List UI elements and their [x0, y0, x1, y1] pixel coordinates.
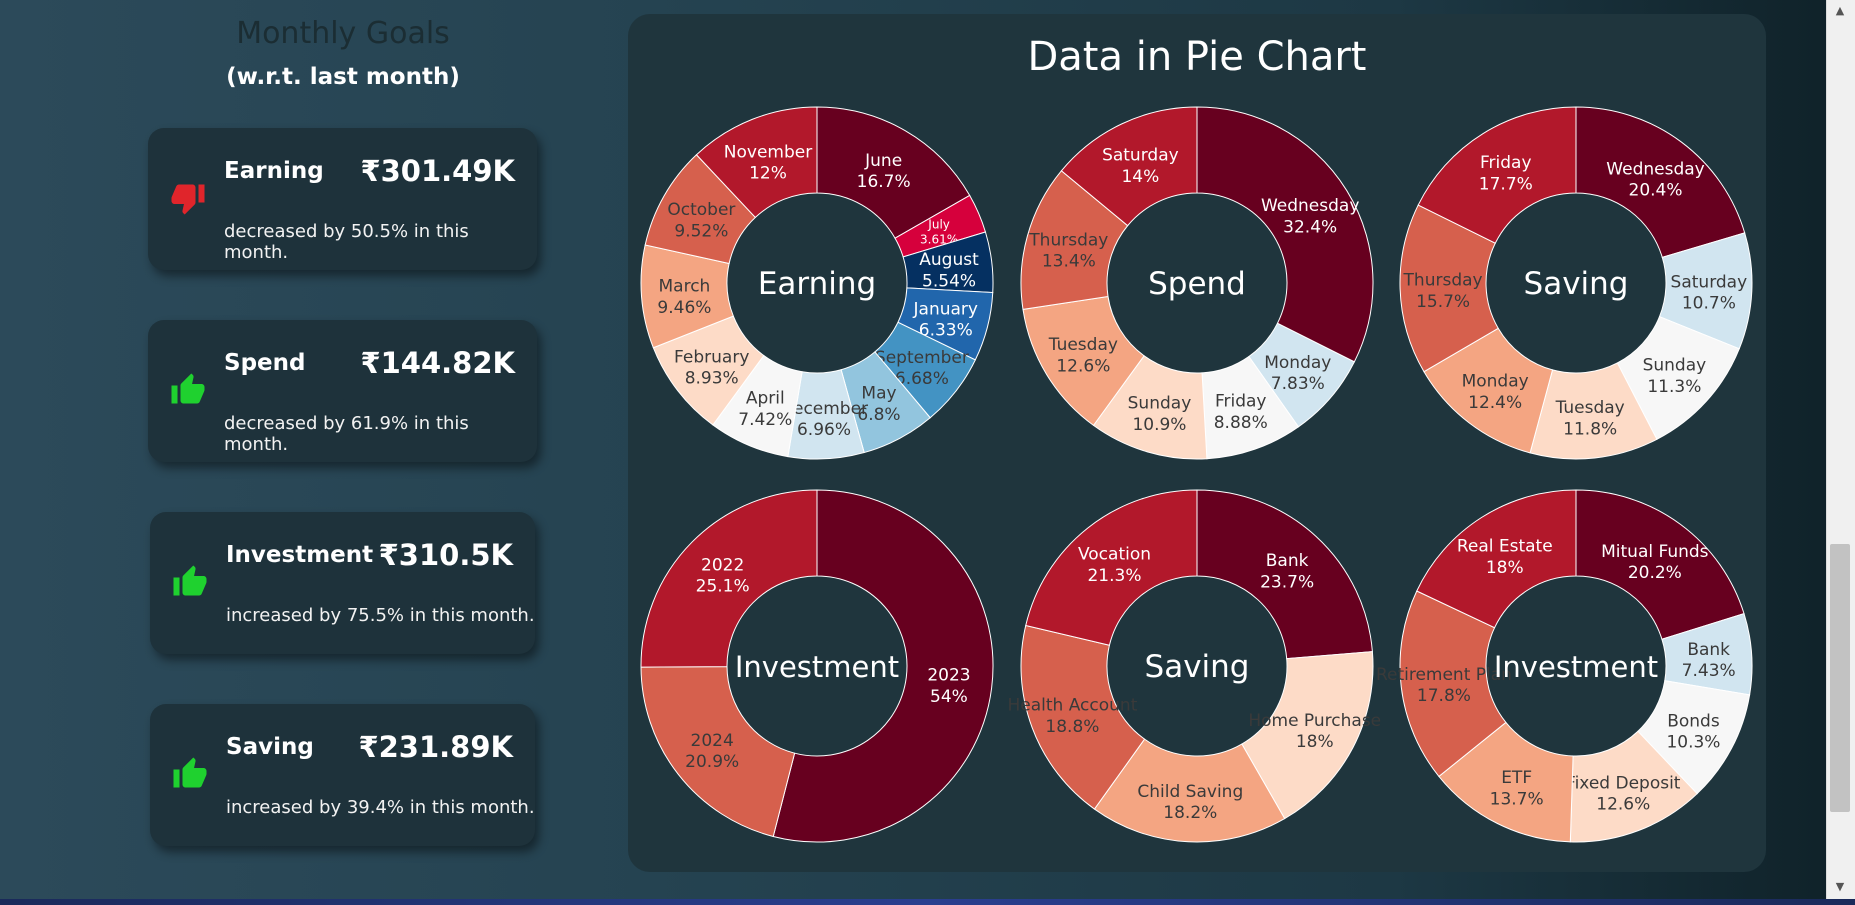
- goal-card-spend: Spend ₹144.82K decreased by 61.9% in thi…: [148, 320, 537, 462]
- pie-slice[interactable]: [1399, 590, 1507, 778]
- donut-chart-4: 2023 54% 2024 20.9% 2022 25.1% Investment: [640, 489, 994, 843]
- goal-card-name: Saving: [226, 734, 314, 760]
- slice-label: Home Purchase 18%: [1248, 711, 1381, 752]
- slice-label: March 9.46%: [657, 277, 711, 318]
- slice-label: June 16.7%: [857, 151, 911, 192]
- slice-label: Saturday 14%: [1102, 146, 1179, 187]
- slice-label: January 6.33%: [913, 299, 978, 340]
- slice-label: August 5.54%: [919, 250, 979, 291]
- pie-slice[interactable]: [640, 489, 818, 668]
- slice-label: Sunday 11.3%: [1643, 356, 1707, 397]
- scroll-down-arrow-icon[interactable]: ▼: [1835, 880, 1845, 893]
- goal-card-saving: Saving ₹231.89K increased by 39.4% in th…: [150, 704, 535, 846]
- pie-slice[interactable]: [1025, 489, 1198, 646]
- monthly-goals-title: Monthly Goals: [236, 16, 450, 51]
- slice-label: Fixed Deposit 12.6%: [1566, 773, 1681, 814]
- slice-label: Real Estate 18%: [1457, 537, 1553, 578]
- donut-center-label: Earning: [758, 266, 876, 302]
- slice-label: Child Saving 18.2%: [1137, 782, 1243, 823]
- thumbs-up-icon: [173, 565, 207, 596]
- slice-label: 2022 25.1%: [696, 555, 750, 596]
- scrollbar-thumb[interactable]: [1830, 544, 1850, 812]
- pie-slice[interactable]: [1575, 489, 1745, 640]
- pie-slice[interactable]: [1416, 489, 1577, 629]
- monthly-goals-panel: Monthly Goals (w.r.t. last month) Earnin…: [0, 0, 610, 905]
- slice-label: Saturday 10.7%: [1671, 272, 1748, 313]
- goal-card-amount: ₹301.49K: [360, 154, 515, 188]
- goal-card-amount: ₹231.89K: [358, 730, 513, 764]
- slice-label: Tuesday 11.8%: [1555, 398, 1625, 439]
- goal-card-description: increased by 39.4% in this month.: [226, 797, 535, 818]
- pie-slice[interactable]: [1020, 624, 1146, 810]
- pie-slice[interactable]: [695, 106, 818, 219]
- slice-label: Vocation 21.3%: [1078, 545, 1151, 586]
- pie-slice[interactable]: [772, 489, 994, 843]
- pie-slice[interactable]: [1417, 106, 1577, 244]
- goal-card-description: decreased by 50.5% in this month.: [224, 221, 469, 263]
- slice-label: November 12%: [724, 142, 812, 183]
- thumbs-down-icon: [171, 184, 205, 215]
- pie-chart-panel: Data in Pie Chart June 16.7% July 3.61% Augu…: [628, 14, 1766, 872]
- donut-chart-5: Bank 23.7% Home Purchase 18%Child Saving 18.…: [1008, 489, 1381, 843]
- taskbar-edge: [0, 899, 1855, 905]
- pie-slice[interactable]: [1196, 489, 1373, 660]
- donut-center-label: Investment: [735, 650, 899, 684]
- pie-slice[interactable]: [1196, 106, 1374, 363]
- slice-label: Thursday 15.7%: [1403, 271, 1483, 312]
- thumbs-up-icon: [173, 757, 207, 788]
- goal-card-amount: ₹310.5K: [378, 538, 513, 572]
- slice-label: Sunday 10.9%: [1128, 394, 1192, 435]
- slice-label: ETF 13.7%: [1490, 768, 1544, 809]
- goal-card-investment: Investment ₹310.5K increased by 75.5% in…: [150, 512, 535, 654]
- slice-label: 2024 20.9%: [685, 731, 739, 772]
- goal-card-earning: Earning ₹301.49K decreased by 50.5% in t…: [148, 128, 537, 270]
- slice-label: Monday 12.4%: [1462, 372, 1529, 413]
- goal-card-description: increased by 75.5% in this month.: [226, 605, 535, 626]
- donut-chart-6: Mitual Funds 20.2% Bank 7.43% Bonds 10.3% Fixe…: [1376, 489, 1753, 843]
- slice-label: February 8.93%: [674, 347, 749, 388]
- slice-label: Tuesday 12.6%: [1048, 335, 1118, 376]
- scroll-up-arrow-icon[interactable]: ▲: [1835, 4, 1845, 17]
- donut-center-label: Saving: [1145, 649, 1250, 685]
- slice-label: Wednesday 32.4%: [1261, 196, 1359, 237]
- donut-chart-1: June 16.7%July 3.61%August 5.54%January 6.33…: [640, 106, 994, 460]
- slice-label: Mitual Funds 20.2%: [1601, 542, 1709, 583]
- slice-label: Wednesday 20.4%: [1606, 159, 1704, 200]
- goal-card-name: Investment: [226, 542, 374, 568]
- slice-label: Health Account 18.8%: [1008, 696, 1138, 737]
- pie-chart-title: Data in Pie Chart: [1027, 34, 1367, 80]
- slice-label: Friday 8.88%: [1214, 392, 1268, 433]
- goal-card-amount: ₹144.82K: [360, 346, 515, 380]
- slice-label: December 6.96%: [780, 399, 868, 440]
- slice-label: Monday 7.83%: [1264, 353, 1331, 394]
- pie-slice[interactable]: [1241, 651, 1374, 820]
- donut-center-label: Investment: [1494, 650, 1658, 684]
- goal-card-name: Earning: [224, 158, 324, 184]
- slice-label: Retirement Plan 17.8%: [1376, 665, 1512, 706]
- slice-label: Thursday 13.4%: [1028, 230, 1108, 271]
- slice-label: Bank 7.43%: [1682, 640, 1736, 681]
- slice-label: Bank 23.7%: [1260, 551, 1314, 592]
- slice-label: May 6.8%: [857, 384, 900, 425]
- pie-slice[interactable]: [640, 666, 796, 838]
- pie-slice[interactable]: [1575, 106, 1746, 258]
- donut-charts: June 16.7%July 3.61%August 5.54%January 6.33…: [640, 106, 1753, 843]
- donut-center-label: Spend: [1148, 266, 1246, 302]
- slice-label: April 7.42%: [738, 389, 792, 430]
- donut-chart-2: Wednesday 32.4% Monday 7.83%Friday 8.88% Sund…: [1020, 106, 1374, 460]
- goal-card-name: Spend: [224, 350, 306, 376]
- slice-label: October 9.52%: [667, 200, 735, 241]
- slice-label: September 6.68%: [875, 348, 969, 389]
- donut-chart-3: Wednesday 20.4% Saturday 10.7% Sunday 11.3% Tu…: [1399, 106, 1753, 460]
- pie-slice[interactable]: [1060, 106, 1198, 227]
- pie-slice[interactable]: [1093, 738, 1286, 843]
- slice-label: Bonds 10.3%: [1666, 711, 1720, 752]
- monthly-goals-subtitle: (w.r.t. last month): [226, 64, 460, 90]
- goal-card-description: decreased by 61.9% in this month.: [224, 413, 469, 455]
- donut-center-label: Saving: [1524, 266, 1629, 302]
- slice-label: Friday 17.7%: [1479, 153, 1533, 194]
- thumbs-up-icon: [171, 373, 205, 404]
- slice-label: 2023 54%: [927, 666, 970, 707]
- pie-slice[interactable]: [816, 106, 971, 239]
